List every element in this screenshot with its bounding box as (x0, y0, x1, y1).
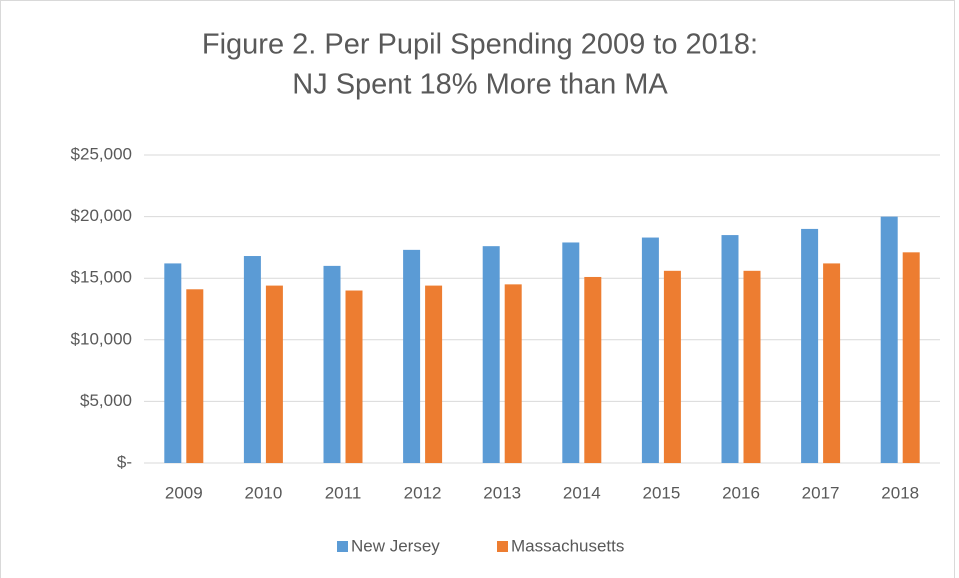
x-tick-label: 2009 (165, 483, 203, 502)
bar (801, 228, 819, 463)
bar (902, 252, 920, 463)
bar (562, 242, 580, 463)
bar (743, 270, 761, 463)
x-tick-label: 2015 (642, 483, 680, 502)
bar (880, 216, 898, 463)
bar (186, 289, 204, 463)
legend-swatch (337, 541, 348, 552)
bar (823, 263, 841, 463)
x-tick-label: 2012 (404, 483, 442, 502)
y-tick-label: $20,000 (71, 206, 132, 225)
bar (164, 263, 182, 463)
y-tick-label: $15,000 (71, 268, 132, 287)
legend-label: New Jersey (351, 536, 440, 555)
y-tick-label: $5,000 (80, 391, 132, 410)
y-tick-label: $10,000 (71, 329, 132, 348)
bar (403, 249, 421, 463)
bar (504, 284, 522, 463)
x-tick-label: 2017 (802, 483, 840, 502)
bar (425, 285, 443, 463)
chart-title: Figure 2. Per Pupil Spending 2009 to 201… (202, 29, 758, 61)
y-tick-label: $25,000 (71, 144, 132, 163)
x-tick-label: 2013 (483, 483, 521, 502)
x-tick-label: 2018 (881, 483, 919, 502)
bar (243, 256, 261, 463)
x-tick-label: 2014 (563, 483, 601, 502)
bar (265, 285, 283, 463)
y-tick-label: $- (117, 452, 132, 471)
legend-swatch (497, 541, 508, 552)
bar (345, 290, 363, 463)
bar (721, 235, 739, 463)
bar (482, 246, 500, 463)
bar (584, 276, 602, 463)
x-tick-label: 2010 (244, 483, 282, 502)
x-tick-label: 2011 (325, 483, 362, 502)
bar (663, 270, 681, 463)
x-tick-label: 2016 (722, 483, 760, 502)
bar (323, 265, 341, 463)
bar (641, 237, 659, 463)
chart-title: NJ Spent 18% More than MA (292, 69, 668, 101)
legend-label: Massachusetts (511, 536, 624, 555)
